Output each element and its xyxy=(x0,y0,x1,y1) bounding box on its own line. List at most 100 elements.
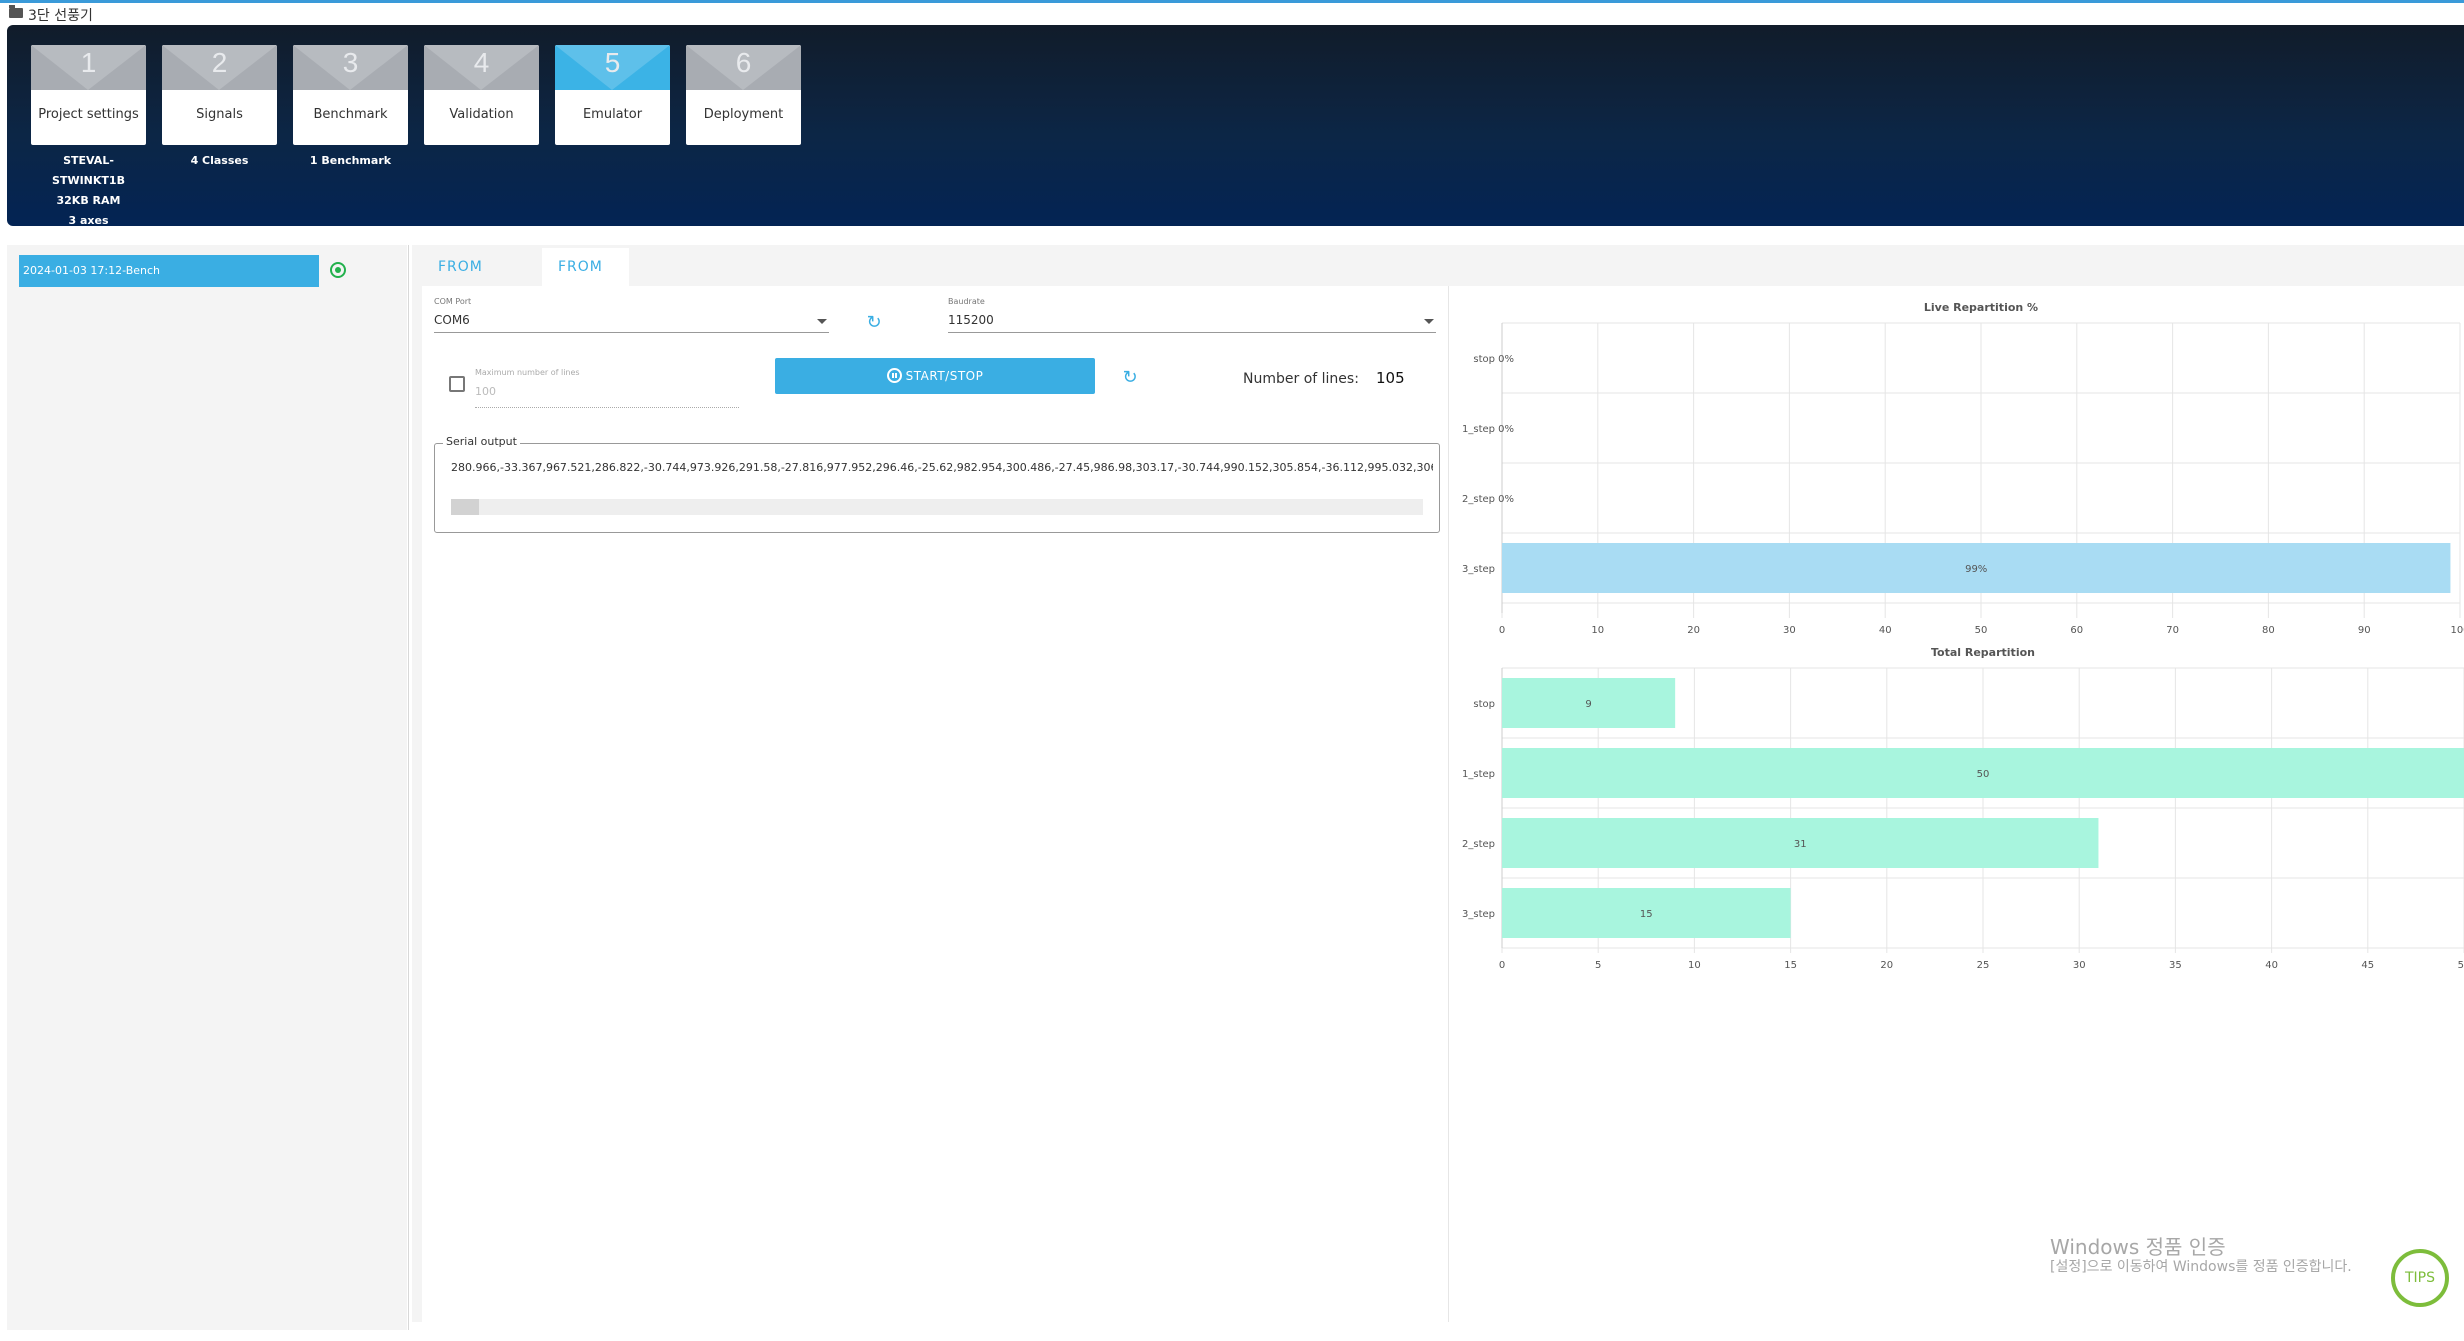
board-name: STEVAL-STWINKT1B xyxy=(52,154,125,187)
x-tick-label: 30 xyxy=(2073,960,2086,971)
chevron-down-icon[interactable] xyxy=(1424,319,1434,324)
step-label: Deployment xyxy=(703,107,784,122)
start-stop-button[interactable]: START/STOP xyxy=(775,358,1095,394)
chart-bar xyxy=(1502,748,2464,798)
x-tick-label: 40 xyxy=(2265,960,2278,971)
max-lines-checkbox[interactable] xyxy=(449,376,465,392)
tab-content: COM Port COM6 ↻ Baudrate 115200 Maximum … xyxy=(422,286,2464,1322)
x-tick-label: 100 xyxy=(2450,625,2464,636)
step-label: Benchmark xyxy=(313,107,388,122)
x-tick-label: 80 xyxy=(2262,625,2275,636)
data-label: 0% xyxy=(1498,354,1514,365)
chart-bar xyxy=(1502,543,2451,593)
x-tick-label: 5 xyxy=(1595,960,1601,971)
window-title: 3단 선풍기 xyxy=(28,8,93,24)
x-tick-label: 40 xyxy=(1879,625,1892,636)
x-tick-label: 30 xyxy=(1783,625,1796,636)
step-label: Emulator xyxy=(582,107,643,122)
y-tick-label: 2_step xyxy=(1462,839,1495,850)
y-tick-label: 3_step xyxy=(1462,564,1495,575)
benchmark-list-panel: 2024-01-03 17:12-Bench xyxy=(7,245,407,1330)
workflow-banner: 1 Project settings STEVAL-STWINKT1B 32KB… xyxy=(7,25,2464,227)
window-top-accent xyxy=(0,0,2464,3)
x-tick-label: 25 xyxy=(1977,960,1990,971)
y-tick-label: 2_step xyxy=(1462,494,1495,505)
refresh-icon[interactable]: ↻ xyxy=(1122,367,1138,388)
x-tick-label: 15 xyxy=(1784,960,1797,971)
step-card[interactable]: 3 Benchmark xyxy=(293,45,408,145)
com-port-underline xyxy=(434,332,829,333)
step-emulator[interactable]: 5 Emulator xyxy=(555,45,670,145)
step-card[interactable]: 6 Deployment xyxy=(686,45,801,145)
step-header: 3 xyxy=(293,45,408,90)
number-of-lines-label: Number of lines: xyxy=(1243,371,1359,387)
tab-from-file[interactable]: FROM FILE xyxy=(438,259,483,313)
step-card[interactable]: 1 Project settings xyxy=(31,45,146,145)
step-header: 6 xyxy=(686,45,801,90)
x-tick-label: 45 xyxy=(2361,960,2374,971)
radio-selected-icon[interactable] xyxy=(330,262,346,278)
pause-icon xyxy=(886,368,902,383)
baudrate-label: Baudrate xyxy=(948,297,985,306)
chart-title: Live Repartition % xyxy=(1924,301,2038,314)
chart-title: Total Repartition xyxy=(1931,646,2035,659)
x-tick-label: 50 xyxy=(2458,960,2464,971)
x-tick-label: 0 xyxy=(1499,625,1505,636)
step-card[interactable]: 5 Emulator xyxy=(555,45,670,145)
y-tick-label: 1_step xyxy=(1462,424,1495,435)
tips-button[interactable]: TIPS xyxy=(2391,1249,2449,1307)
benchmark-item[interactable]: 2024-01-03 17:12-Bench xyxy=(19,255,319,287)
step-validation[interactable]: 4 Validation xyxy=(424,45,539,145)
step-number: 6 xyxy=(735,47,752,78)
data-label: 0% xyxy=(1498,424,1514,435)
start-stop-label: START/STOP xyxy=(905,369,984,383)
refresh-icon[interactable]: ↻ xyxy=(866,312,882,333)
tab-from-serial[interactable]: FROM SERIAL (USB) xyxy=(542,248,629,351)
x-tick-label: 20 xyxy=(1687,625,1700,636)
chart-bar xyxy=(1502,888,1791,938)
serial-output-legend: Serial output xyxy=(443,435,520,448)
data-label: 9 xyxy=(1585,699,1591,710)
step-number: 1 xyxy=(80,47,97,78)
activation-watermark-text: [설정]으로 이동하여 Windows를 정품 인증합니다. xyxy=(2050,1259,2352,1275)
serial-controls: COM Port COM6 ↻ Baudrate 115200 Maximum … xyxy=(422,286,1448,1322)
horizontal-scrollbar[interactable] xyxy=(451,499,1423,515)
x-tick-label: 35 xyxy=(2169,960,2182,971)
com-port-label: COM Port xyxy=(434,297,472,306)
emulator-main: FROM FILE FROM SERIAL (USB) COM Port COM… xyxy=(412,245,2464,1322)
x-tick-label: 60 xyxy=(2070,625,2083,636)
step-deployment[interactable]: 6 Deployment xyxy=(686,45,801,145)
x-tick-label: 90 xyxy=(2358,625,2371,636)
data-label: 31 xyxy=(1794,839,1807,850)
serial-output-text: 280.966,-33.367,967.521,286.822,-30.744,… xyxy=(451,461,1433,474)
y-tick-label: 3_step xyxy=(1462,909,1495,920)
step-project-settings[interactable]: 1 Project settings STEVAL-STWINKT1B 32KB… xyxy=(31,45,146,231)
step-benchmark[interactable]: 3 Benchmark 1 Benchmark xyxy=(293,45,408,171)
chevron-down-icon[interactable] xyxy=(817,319,827,324)
data-label: 0% xyxy=(1498,494,1514,505)
step-signals[interactable]: 2 Signals 4 Classes xyxy=(162,45,277,171)
step-label: Signals xyxy=(196,107,243,122)
max-lines-input[interactable]: 100 xyxy=(475,385,496,398)
step-header: 1 xyxy=(31,45,146,90)
step-card[interactable]: 2 Signals xyxy=(162,45,277,145)
axes-info: 3 axes xyxy=(68,214,109,227)
step-details: 1 Benchmark xyxy=(293,151,408,171)
com-port-select[interactable]: COM6 xyxy=(434,313,470,327)
repartition-charts: Live Repartition %0102030405060708090100… xyxy=(1462,301,2464,971)
activation-watermark-title: Windows 정품 인증 xyxy=(2050,1235,2226,1259)
y-tick-label: stop xyxy=(1473,699,1495,710)
step-card[interactable]: 4 Validation xyxy=(424,45,539,145)
step-details: STEVAL-STWINKT1B 32KB RAM 3 axes xyxy=(31,151,146,231)
folder-icon xyxy=(9,5,23,18)
x-tick-label: 10 xyxy=(1591,625,1604,636)
step-label: Project settings xyxy=(38,107,139,122)
number-of-lines-value: 105 xyxy=(1376,369,1405,387)
step-header: 2 xyxy=(162,45,277,90)
x-tick-label: 70 xyxy=(2166,625,2179,636)
scrollbar-thumb[interactable] xyxy=(451,499,479,515)
step-header: 4 xyxy=(424,45,539,90)
x-tick-label: 10 xyxy=(1688,960,1701,971)
baudrate-select[interactable]: 115200 xyxy=(948,313,994,327)
step-label: Validation xyxy=(449,107,514,122)
